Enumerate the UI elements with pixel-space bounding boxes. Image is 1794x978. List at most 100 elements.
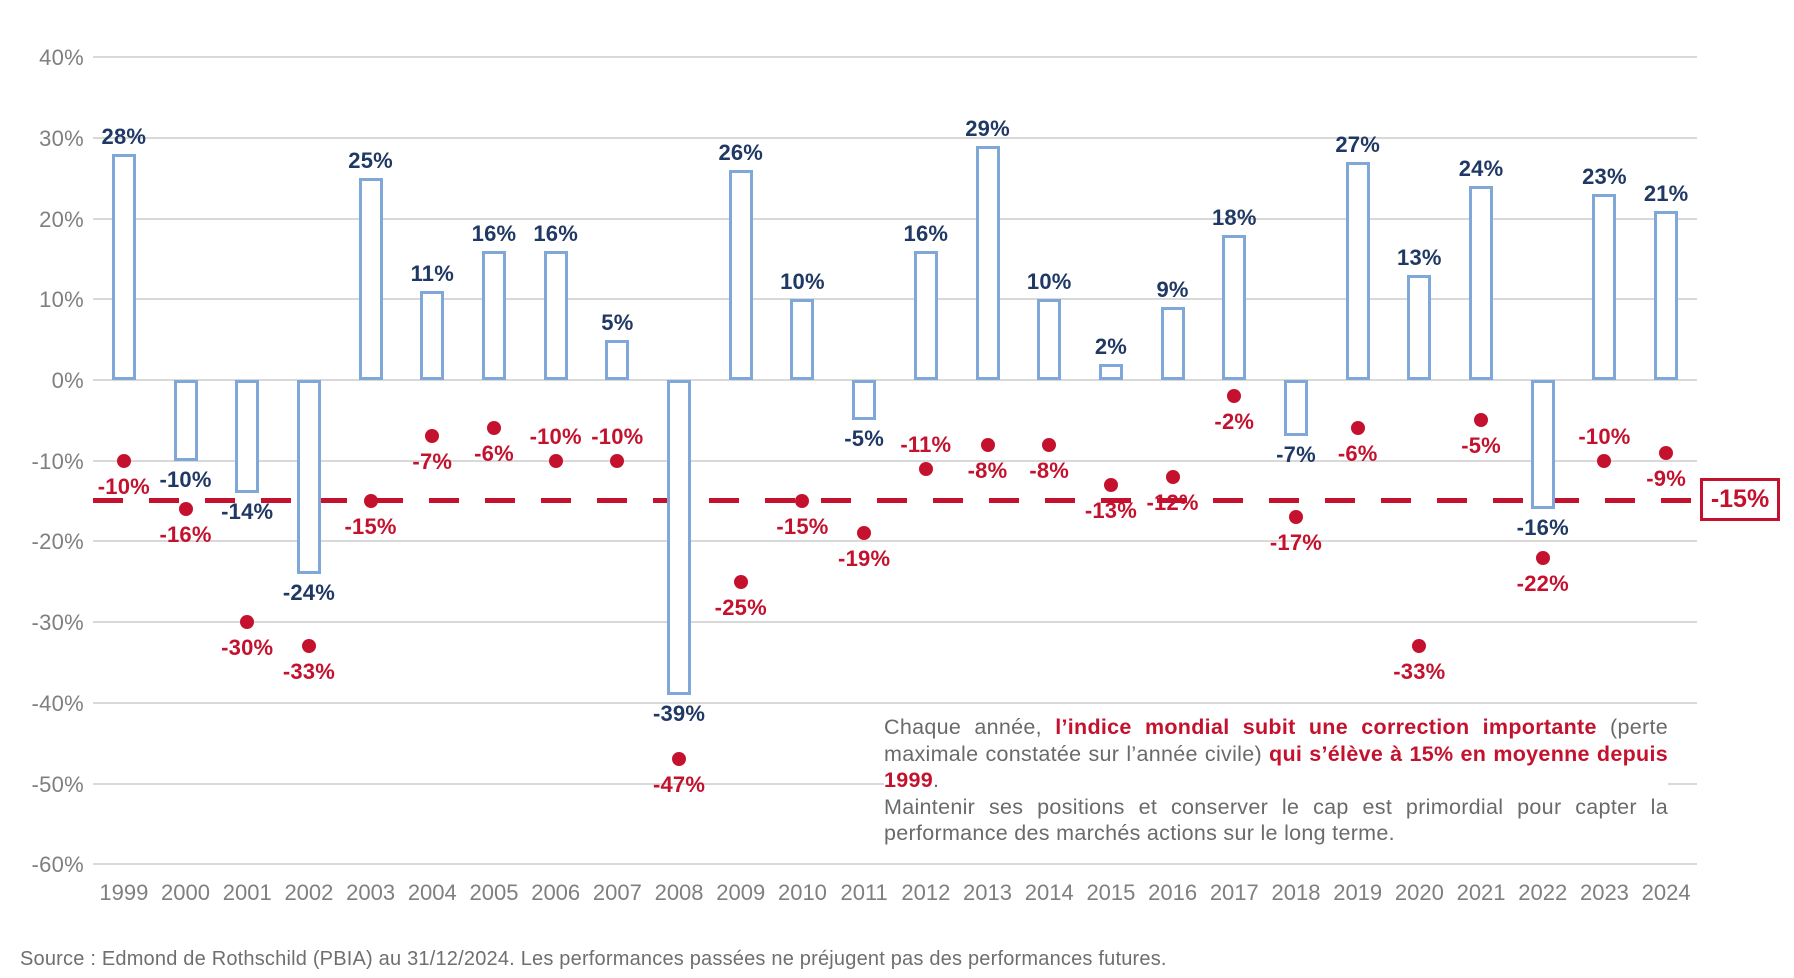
bar-label-2003: 25% [348,148,393,174]
bar-2008 [667,380,692,695]
bar-2023 [1592,194,1617,380]
drawdown-dot-1999 [116,453,131,468]
drawdown-label-2012: -11% [900,431,952,457]
annotation-segment-gray: . [933,768,940,792]
bar-2024 [1654,210,1679,380]
drawdown-dot-2012 [918,461,933,476]
bar-label-2021: 24% [1458,156,1504,182]
annotation-segment-red: l’indice mondial subit une correction im… [1055,715,1597,739]
bar-label-2007: 5% [601,309,634,335]
year-label-2021: 2021 [1456,880,1506,905]
drawdown-dot-2004 [425,429,440,444]
source-line: Source : Edmond de Rothschild (PBIA) au … [20,948,1167,970]
y-axis-tick-label: -10% [31,448,84,474]
bar-label-2024: 21% [1643,180,1689,206]
gridline-30 [93,136,1697,139]
y-axis-tick-label: 30% [39,125,84,151]
drawdown-label-2017: -2% [1214,409,1255,435]
annotation-segment-red: qui s’élève à 15% en moyenne depuis 1999 [884,741,1668,793]
year-label-2010: 2010 [777,880,827,905]
year-label-2004: 2004 [407,880,457,905]
y-axis-tick-label: 0% [51,368,84,393]
y-axis-tick-label: -30% [31,610,84,636]
bar-label-2006: 16% [533,220,578,246]
drawdown-dot-2011 [857,526,872,541]
drawdown-label-2005: -6% [474,441,514,467]
y-axis-tick-label: -40% [31,690,84,716]
drawdown-dot-2019 [1350,421,1365,436]
gridline-10 [93,298,1697,301]
drawdown-dot-2008 [672,752,687,767]
drawdown-label-2009: -25% [714,594,767,620]
year-label-2017: 2017 [1209,880,1259,905]
drawdown-label-2000: -16% [159,522,212,548]
drawdown-dot-2001 [240,615,255,630]
year-label-2002: 2002 [284,880,334,905]
bar-label-2011: -5% [844,426,884,452]
drawdown-dot-2020 [1412,639,1427,654]
annotation-segment-gray: (perte maximale constatée sur l’année ci… [884,715,1668,766]
bar-label-2000: -10% [159,466,212,492]
year-label-2005: 2005 [469,880,519,905]
year-label-2011: 2011 [840,880,888,905]
drawdown-dot-2010 [795,494,810,509]
year-label-2016: 2016 [1148,880,1198,905]
drawdown-label-2015: -13% [1084,497,1137,523]
annotation-segment-gray: Chaque année, [884,715,1056,739]
bar-label-2020: 13% [1397,245,1442,271]
year-label-2019: 2019 [1333,880,1383,905]
bar-2017 [1222,234,1247,380]
bar-label-2019: 27% [1335,132,1380,158]
y-axis-tick-label: -50% [31,771,84,797]
annotation-paragraph-1: Chaque année, l’indice mondial subit une… [884,714,1668,794]
year-label-2001: 2001 [222,880,272,905]
y-axis-tick-label: 10% [39,287,84,313]
gridline-0 [93,379,1697,381]
bar-label-2008: -39% [652,700,706,726]
bar-2018 [1284,380,1308,437]
drawdown-label-2013: -8% [967,457,1008,483]
annotation-text-block: Chaque année, l’indice mondial subit une… [884,714,1668,847]
drawdown-dot-2021 [1474,413,1489,428]
drawdown-dot-2006 [548,453,563,468]
year-label-2023: 2023 [1579,880,1629,905]
gridline--20 [93,540,1697,543]
bar-2007 [605,339,630,380]
year-label-2015: 2015 [1086,880,1136,905]
bar-2022 [1530,380,1555,510]
bar-2020 [1407,275,1432,380]
year-label-2018: 2018 [1271,880,1321,905]
drawdown-dot-2013 [980,437,995,452]
bar-label-2023: 23% [1582,164,1627,190]
bar-2009 [728,170,753,380]
y-axis-tick-label: 40% [39,45,84,71]
y-axis-tick-label: -20% [31,529,84,555]
bar-2012 [913,250,938,380]
drawdown-dot-2007 [610,453,625,468]
bar-label-2013: 29% [965,115,1010,141]
drawdown-label-2016: -12% [1146,489,1199,515]
drawdown-label-2010: -15% [776,514,829,540]
year-label-2013: 2013 [963,880,1012,905]
drawdown-dot-2000 [178,502,193,517]
year-label-2022: 2022 [1518,880,1568,905]
drawdown-dot-2015 [1103,477,1118,492]
drawdown-label-2002: -33% [282,659,335,685]
drawdown-dot-2005 [487,421,501,436]
bar-label-2009: 26% [718,140,764,166]
drawdown-label-2006: -10% [529,423,582,449]
bar-label-2002: -24% [282,579,335,605]
bar-label-2001: -14% [221,498,274,524]
drawdown-label-2008: -47% [652,772,706,798]
gridline--10 [93,459,1697,462]
drawdown-label-2023: -10% [1578,423,1631,449]
year-label-2009: 2009 [716,880,766,905]
bar-label-2018: -7% [1276,442,1316,468]
bar-2006 [543,250,568,380]
year-label-2007: 2007 [592,880,642,905]
bar-label-2012: 16% [903,220,949,246]
gridline--60 [93,863,1697,866]
drawdown-dot-2009 [733,574,748,589]
drawdown-label-2001: -30% [221,635,274,661]
